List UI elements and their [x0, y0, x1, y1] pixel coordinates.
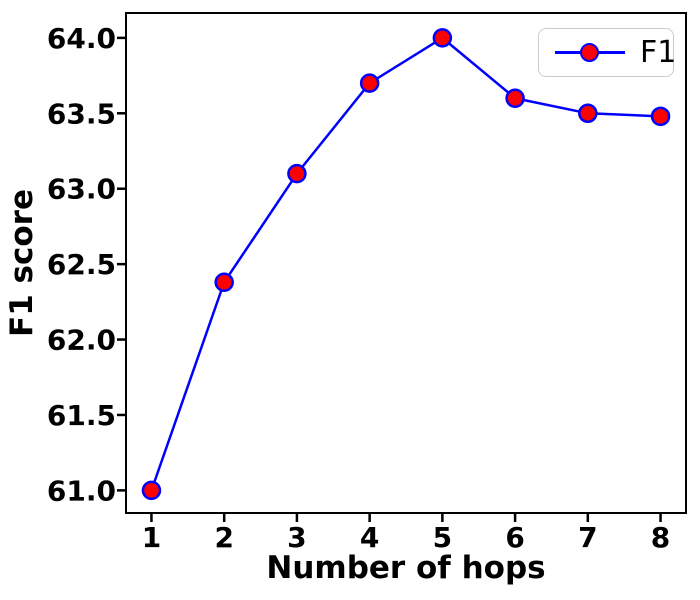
y-axis-label: F1 score	[4, 189, 40, 337]
x-tick-label: 8	[651, 521, 670, 554]
data-point-marker	[650, 106, 671, 127]
series-line	[150, 36, 661, 491]
y-tick-label: 63.5	[47, 97, 116, 130]
legend-marker-icon	[580, 42, 599, 62]
data-point-marker	[432, 28, 453, 48]
y-tick-label: 62.0	[47, 324, 116, 357]
data-point-marker	[141, 480, 162, 501]
x-axis-label: Number of hops	[266, 550, 545, 586]
legend-line-sample	[555, 42, 625, 64]
y-tick-label: 62.5	[47, 248, 116, 281]
x-tick-label: 5	[433, 521, 452, 554]
x-tick-label: 4	[360, 521, 379, 554]
y-tick-label: 63.0	[47, 173, 116, 206]
legend-entry-f1: F1	[640, 34, 677, 70]
plot-area	[125, 12, 687, 514]
data-point-marker	[578, 103, 598, 124]
y-tick-label: 61.0	[47, 474, 116, 507]
x-tick-label: 1	[142, 521, 161, 554]
data-point-marker	[287, 163, 307, 184]
x-tick-label: 3	[287, 521, 306, 554]
data-series	[141, 28, 671, 501]
data-point-marker	[505, 88, 525, 108]
x-tick-label: 7	[578, 521, 597, 554]
data-point-marker	[214, 272, 234, 292]
axis-ticks: 1 2 3 4 5 6 7 8 61.0 61.5 62.0 62.5 63.0 63.5 64.0	[47, 22, 670, 554]
x-tick-label: 2	[214, 521, 233, 554]
x-tick-label: 6	[505, 521, 524, 554]
y-tick-label: 61.5	[47, 399, 116, 432]
data-point-marker	[359, 73, 380, 93]
legend: F1	[538, 28, 677, 77]
y-tick-label: 64.0	[47, 22, 116, 55]
